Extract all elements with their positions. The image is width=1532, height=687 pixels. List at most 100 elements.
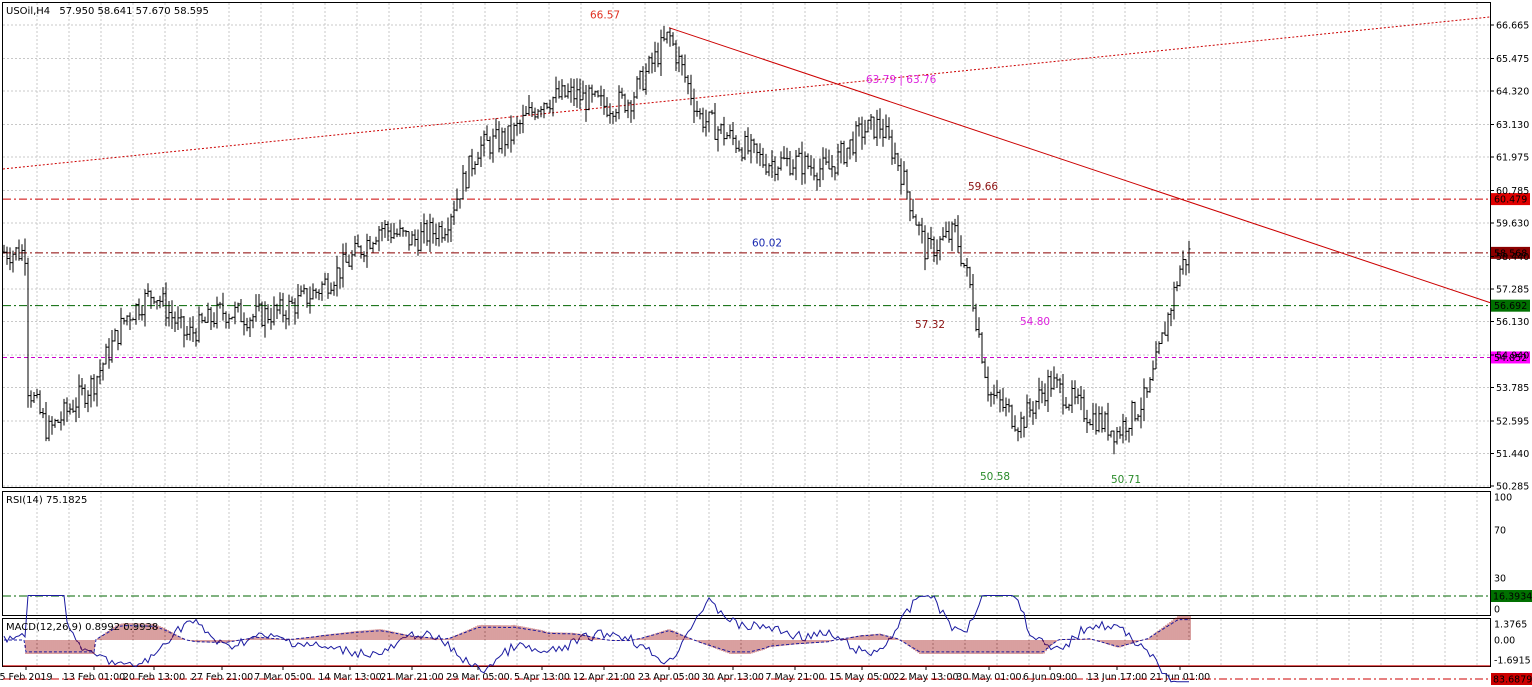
price-annotation: 54.80 <box>1020 316 1050 328</box>
ohlc-bar <box>938 236 942 261</box>
ohlc-bar <box>899 158 903 195</box>
ohlc-bar <box>38 390 42 415</box>
ohlc-bar <box>1007 398 1011 413</box>
ohlc-bar <box>287 294 291 326</box>
time-tick-label: 29 Mar 05:00 <box>446 672 509 683</box>
ohlc-bar <box>1187 240 1191 274</box>
level-tag <box>1491 246 1530 259</box>
time-tick-label: 21 Mar 21:00 <box>380 672 443 683</box>
price-tick-label: 50.285 <box>1496 482 1529 493</box>
price-tick-label: 54.940 <box>1496 350 1529 361</box>
price-axis: 66.665 65.475 64.320 63.130 61.975 60.785 59.6… <box>1490 21 1529 493</box>
ohlc-bar <box>521 104 525 134</box>
ohlc-bar <box>611 111 615 125</box>
ohlc-bar <box>1094 403 1098 435</box>
ohlc-bar <box>92 374 96 402</box>
level-tag <box>1491 351 1530 364</box>
ohlc-bar <box>185 326 189 341</box>
ohlc-bar <box>320 281 324 301</box>
ohlc-bar <box>242 312 246 336</box>
ohlc-bar <box>677 46 681 73</box>
ohlc-bar <box>260 301 264 328</box>
ohlc-bar <box>1157 341 1161 355</box>
time-tick-label: 12 Apr 21:00 <box>573 672 635 683</box>
time-tick-label: 13 Feb 01:00 <box>63 672 125 683</box>
ohlc-bar <box>1145 387 1149 398</box>
level-tag-label: 60.479 <box>1494 195 1527 206</box>
ohlc-bar <box>992 384 996 405</box>
ohlc-bar <box>104 343 108 365</box>
ohlc-bar <box>362 251 366 263</box>
ohlc-bar <box>851 131 855 156</box>
ohlc-bar <box>407 231 411 251</box>
time-tick-label: 6 Jun 09:00 <box>1023 672 1077 683</box>
ohlc-bar <box>356 234 360 248</box>
ohlc-bar <box>1100 406 1104 433</box>
ohlc-bar <box>551 96 555 117</box>
ohlc-bar <box>446 217 450 243</box>
ohlc-bar <box>764 153 768 175</box>
ohlc-bar <box>884 114 888 139</box>
ohlc-bar <box>635 76 639 99</box>
ohlc-bar <box>827 149 831 170</box>
ohlc-bar <box>443 228 447 241</box>
ohlc-bar <box>440 220 444 243</box>
ohlc-bar <box>890 129 894 165</box>
ohlc-bar <box>5 246 9 265</box>
ohlc-bar <box>557 80 561 99</box>
ohlc-bar <box>734 135 738 154</box>
time-tick-label: 14 Mar 13:00 <box>318 672 381 683</box>
ohlc-bar <box>842 140 846 165</box>
ohlc-bar <box>464 170 468 192</box>
ohlc-bar <box>941 227 945 241</box>
ohlc-bar <box>833 166 837 181</box>
ohlc-bar <box>257 293 261 312</box>
ohlc-bar <box>998 389 1002 413</box>
ohlc-bar <box>344 242 348 263</box>
price-annotations: 66.57 63.79 | 63.76 59.66 60.02 57.32 54.80 50… <box>590 9 1141 485</box>
ohlc-bar <box>266 304 270 324</box>
ohlc-bar <box>818 158 822 187</box>
ohlc-bar <box>170 300 174 329</box>
ohlc-bar <box>575 78 579 108</box>
ohlc-bar <box>776 166 780 181</box>
ohlc-bar <box>875 109 879 147</box>
time-tick-label: 22 May 13:00 <box>893 672 958 683</box>
ohlc-bar <box>68 403 72 415</box>
ohlc-bar <box>686 74 690 95</box>
ohlc-bar <box>746 127 750 155</box>
ohlc-bar <box>326 272 330 299</box>
ohlc-bar <box>176 306 180 330</box>
ohlc-bar <box>1130 400 1134 436</box>
ohlc-bar <box>1178 265 1182 287</box>
ohlc-bar <box>275 303 279 319</box>
ohlc-bar <box>152 296 156 305</box>
ohlc-bar <box>80 377 84 396</box>
ohlc-bar <box>377 226 381 252</box>
price-tick-label: 56.130 <box>1496 317 1529 328</box>
ohlc-bar <box>848 139 852 160</box>
ohlc-bar <box>620 87 624 99</box>
ohlc-bar <box>404 230 408 237</box>
ohlc-bar <box>545 102 549 110</box>
ohlc-bar <box>416 229 420 256</box>
ohlc-bar <box>179 308 183 329</box>
ohlc-bar <box>251 313 255 329</box>
ohlc-bar <box>125 315 129 326</box>
ohlc-bar <box>308 286 312 314</box>
ohlc-bar <box>878 108 882 139</box>
ohlc-bar <box>338 267 342 289</box>
ohlc-bar <box>17 239 21 261</box>
ohlc-bar <box>383 219 387 238</box>
ohlc-bar <box>500 127 504 154</box>
ohlc-bar <box>293 298 297 325</box>
ohlc-bar <box>131 317 135 321</box>
price-tick-label: 53.785 <box>1496 383 1529 394</box>
ohlc-bar <box>410 230 414 246</box>
ohlc-bar <box>218 301 222 309</box>
ohlc-bar <box>782 146 786 160</box>
ohlc-bar <box>1001 387 1005 412</box>
ohlc-bar <box>788 150 792 176</box>
ohlc-bar <box>1067 403 1071 411</box>
macd-tick-label: 0.00 <box>1494 636 1515 647</box>
